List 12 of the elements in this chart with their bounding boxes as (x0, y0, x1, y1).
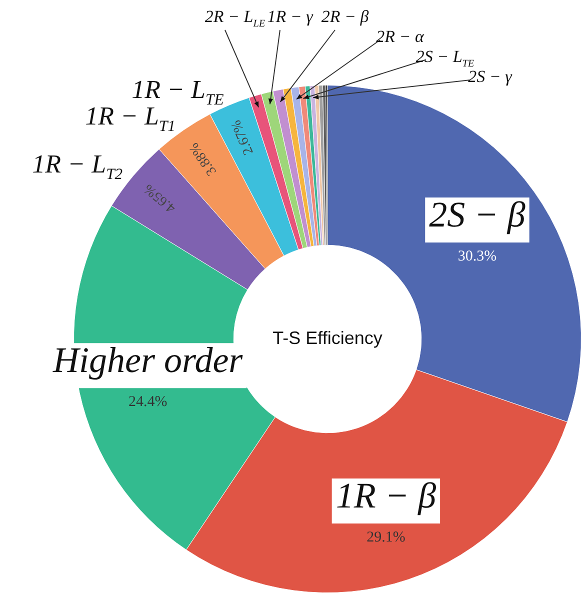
text: T-S Efficiency (272, 328, 382, 348)
data-label: 30.3% (458, 248, 497, 264)
slice-label: 2S − β (429, 194, 526, 234)
slice-label: 2R − α (376, 27, 425, 46)
data-label: 29.1% (366, 529, 406, 546)
data-label: 24.4% (128, 394, 168, 410)
slice-label: Higher order (52, 340, 244, 380)
slice-label: 2S − γ (468, 67, 514, 86)
slice-label: 1R − β (336, 475, 436, 516)
slice-label: 2R − β (321, 7, 370, 26)
data-label: 2.67% (228, 117, 257, 157)
slice-label: 1R − γ (267, 7, 314, 26)
